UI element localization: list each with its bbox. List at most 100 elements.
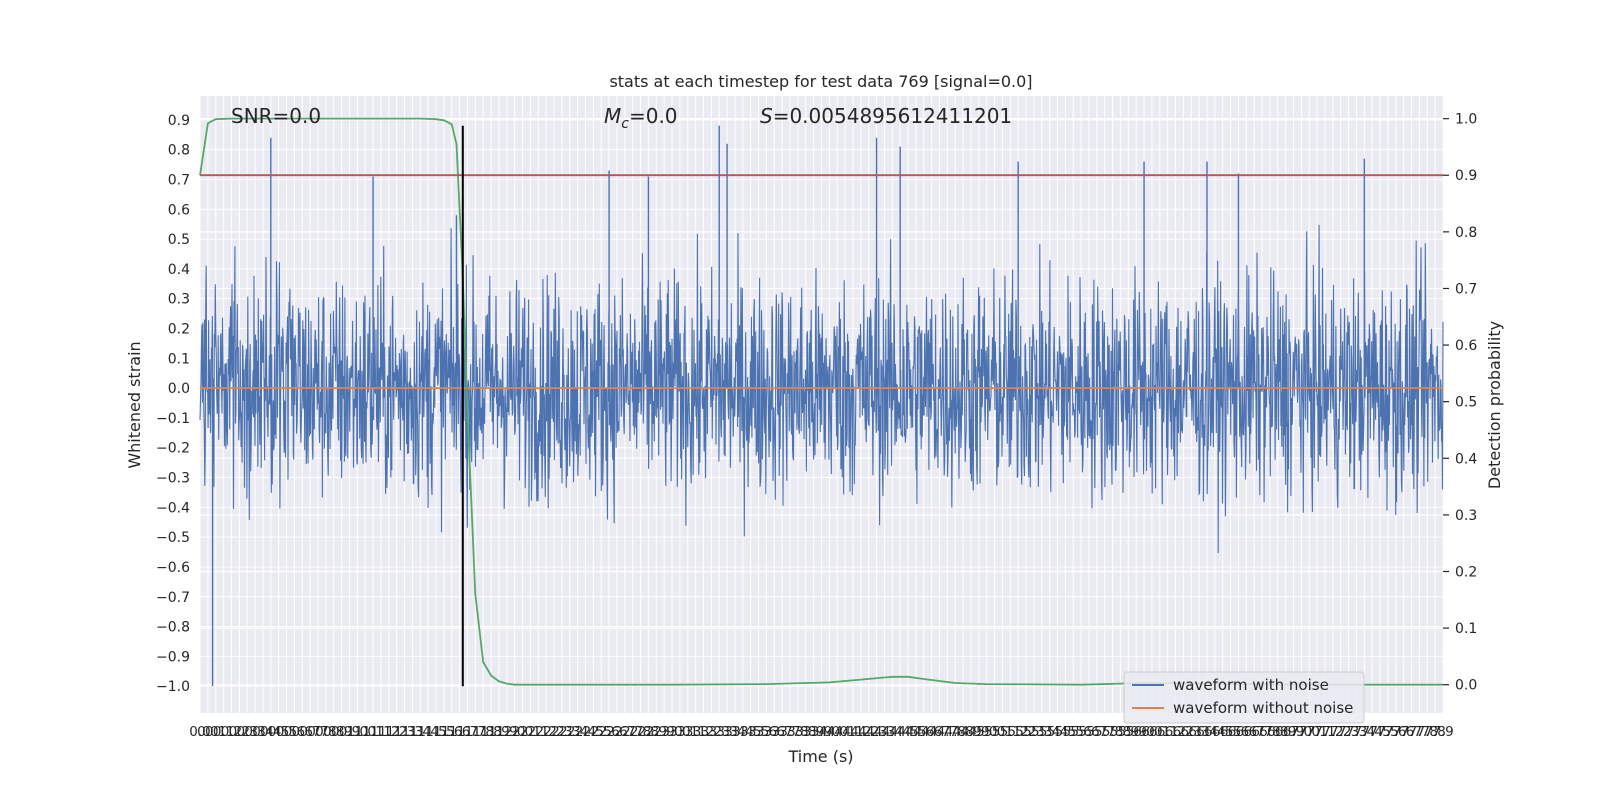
x-tick-label-74: 3.7: [771, 724, 792, 740]
x-tick-label-130: 6.5: [1212, 724, 1233, 740]
x-tick-label-104: 5.2: [1007, 724, 1028, 740]
y-right-tick-label-7: 0.3: [1455, 508, 1477, 524]
x-tick-label-117: 5.8: [1110, 724, 1131, 740]
x-tick-label-43: 2.1: [528, 724, 549, 740]
chart-title: stats at each timestep for test data 769…: [609, 72, 1032, 91]
x-tick-label-135: 6.7: [1251, 724, 1272, 740]
x-tick-label-42: 2.1: [520, 724, 541, 740]
x-tick-label-16: 0.8: [315, 724, 336, 740]
x-tick-label-40: 2.0: [504, 724, 525, 740]
x-tick-label-103: 5.1: [1000, 724, 1021, 740]
x-tick-label-66: 3.3: [708, 724, 729, 740]
y-right-tick-label-10: 0.0: [1455, 678, 1477, 694]
x-tick-label-151: 7.5: [1377, 724, 1398, 740]
x-tick-label-148: 7.4: [1354, 724, 1375, 740]
y-left-tick-label-18: −0.9: [156, 649, 190, 665]
x-tick-label-54: 2.7: [614, 724, 635, 740]
x-tick-label-84: 4.2: [850, 724, 871, 740]
x-tick-label-114: 5.7: [1086, 724, 1107, 740]
x-tick-label-47: 2.3: [559, 724, 580, 740]
x-tick-label-111: 5.5: [1063, 724, 1084, 740]
y-left-tick-label-4: 0.5: [168, 232, 190, 248]
x-tick-label-62: 3.1: [677, 724, 698, 740]
x-tick-label-14: 0.7: [299, 724, 320, 740]
x-tick-label-56: 2.8: [630, 724, 651, 740]
y-left-tick-label-8: 0.1: [168, 351, 190, 367]
x-tick-label-19: 0.9: [339, 724, 360, 740]
x-tick-label-76: 3.8: [787, 724, 808, 740]
x-tick-label-156: 7.8: [1417, 724, 1438, 740]
y-axis-left-ticks: 0.9 0.8 0.7 0.6 0.5 0.4 0.3 0.2 0.1 0.0 −0.1 −0.2 −0…: [156, 113, 190, 695]
x-tick-label-95: 4.7: [937, 724, 958, 740]
x-tick-label-154: 7.7: [1401, 724, 1422, 740]
x-tick-label-134: 6.7: [1243, 724, 1264, 740]
y-left-tick-label-19: −1.0: [156, 679, 190, 695]
x-tick-label-113: 5.6: [1078, 724, 1099, 740]
x-tick-label-5: 0.2: [229, 724, 250, 740]
x-tick-label-128: 6.4: [1196, 724, 1217, 740]
y-left-tick-label-1: 0.8: [168, 143, 190, 159]
x-tick-label-28: 1.4: [410, 724, 431, 740]
s-annotation: S=0.0054895612411201: [760, 104, 1012, 128]
y-left-tick-label-2: 0.7: [168, 172, 190, 188]
x-tick-label-96: 4.8: [944, 724, 965, 740]
x-tick-label-34: 1.7: [457, 724, 478, 740]
y-left-tick-label-9: 0.0: [168, 381, 190, 397]
x-tick-label-133: 6.6: [1236, 724, 1257, 740]
x-tick-label-112: 5.6: [1070, 724, 1091, 740]
x-tick-label-25: 1.2: [386, 724, 407, 740]
x-tick-label-120: 6.0: [1133, 724, 1154, 740]
chirp-mass-annotation: Mc=0.0: [604, 104, 678, 132]
x-tick-label-30: 1.5: [425, 724, 446, 740]
x-axis-label: Time (s): [787, 747, 853, 766]
x-tick-label-58: 2.9: [646, 724, 667, 740]
x-tick-label-2: 0.1: [205, 724, 226, 740]
x-tick-label-131: 6.5: [1220, 724, 1241, 740]
x-tick-label-12: 0.6: [284, 724, 305, 740]
x-tick-label-79: 3.9: [811, 724, 832, 740]
x-tick-label-65: 3.2: [701, 724, 722, 740]
legend: waveform with noise waveform without noi…: [1123, 671, 1365, 724]
series-lines: [199, 117, 1443, 687]
x-tick-label-124: 6.2: [1165, 724, 1186, 740]
x-tick-label-123: 6.1: [1157, 724, 1178, 740]
x-tick-label-126: 6.3: [1181, 724, 1202, 740]
x-tick-label-92: 4.6: [913, 724, 934, 740]
x-tick-label-132: 6.6: [1228, 724, 1249, 740]
x-tick-label-50: 2.5: [583, 724, 604, 740]
y-left-tick-label-13: −0.4: [156, 500, 190, 516]
x-tick-label-98: 4.9: [960, 724, 981, 740]
y-left-tick-label-3: 0.6: [168, 202, 190, 218]
x-tick-label-52: 2.6: [598, 724, 619, 740]
x-tick-label-155: 7.7: [1409, 724, 1430, 740]
x-tick-label-87: 4.3: [874, 724, 895, 740]
x-tick-label-139: 6.9: [1283, 724, 1304, 740]
y-left-tick-label-16: −0.7: [156, 590, 190, 606]
y-left-tick-label-10: −0.1: [156, 411, 190, 427]
x-tick-label-44: 2.2: [535, 724, 556, 740]
x-tick-label-118: 5.9: [1118, 724, 1139, 740]
y-right-tick-label-5: 0.5: [1455, 395, 1477, 411]
x-tick-label-64: 3.2: [693, 724, 714, 740]
x-tick-label-89: 4.4: [889, 724, 910, 740]
x-tick-label-8: 0.4: [252, 724, 273, 740]
x-tick-label-72: 3.6: [756, 724, 777, 740]
x-tick-label-78: 3.9: [803, 724, 824, 740]
x-tick-label-51: 2.5: [590, 724, 611, 740]
x-tick-label-105: 5.2: [1015, 724, 1036, 740]
series-waveform-with-noise: [199, 125, 1444, 687]
x-tick-label-99: 4.9: [968, 724, 989, 740]
x-tick-label-144: 7.2: [1322, 724, 1343, 740]
legend-label-waveform-without-noise: waveform without noise: [1173, 699, 1353, 717]
x-tick-label-158: 7.9: [1432, 724, 1453, 740]
y-right-tick-label-1: 0.9: [1455, 168, 1477, 184]
x-tick-label-119: 5.9: [1125, 724, 1146, 740]
x-tick-label-18: 0.9: [331, 724, 352, 740]
x-tick-label-11: 0.5: [276, 724, 297, 740]
x-tick-label-68: 3.4: [724, 724, 745, 740]
x-tick-label-23: 1.1: [370, 724, 391, 740]
x-tick-label-45: 2.2: [543, 724, 564, 740]
x-tick-label-101: 5.0: [984, 724, 1005, 740]
x-tick-label-59: 2.9: [653, 724, 674, 740]
x-tick-label-41: 2.0: [512, 724, 533, 740]
